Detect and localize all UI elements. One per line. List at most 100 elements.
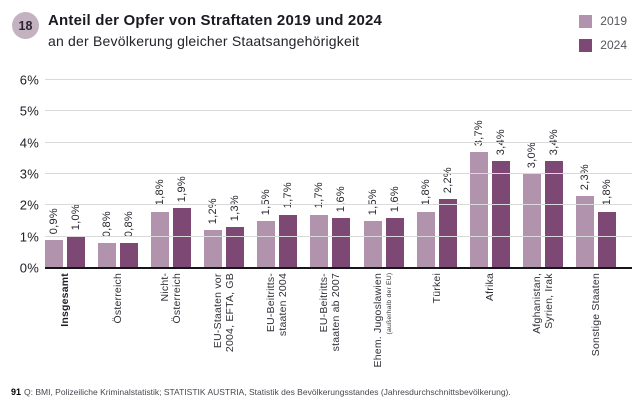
category-label: Afghanistan, Syrien, Irak <box>530 273 555 334</box>
gridline <box>45 235 632 237</box>
y-axis-tick-label: 0% <box>19 260 39 276</box>
legend-label: 2024 <box>600 38 627 52</box>
legend-swatch <box>579 38 593 52</box>
gridline <box>45 141 632 143</box>
gridline <box>45 110 632 112</box>
bar-column: 3,4% <box>491 80 510 268</box>
category-cell: Afghanistan, Syrien, Irak <box>523 273 563 381</box>
legend-swatch <box>579 14 593 28</box>
bar-chart-plot-area: 0,9% 1,0% 0,8% 0,8% 1,8% 1,9% 1,2% 1,3% 1,5% 1,7%… <box>20 73 632 276</box>
category-cell: EU-Beitritts- staaten ab 2007 <box>310 273 350 381</box>
bar-2024 <box>279 214 298 268</box>
bar-value-label: 1,2% <box>207 198 220 225</box>
source-text: Q: BMI, Polizeiliche Kriminalstatistik; … <box>24 387 511 397</box>
bar-2024 <box>332 217 351 268</box>
bar-column: 1,5% <box>363 80 382 268</box>
header: 18 Anteil der Opfer von Straftaten 2019 … <box>12 12 627 52</box>
legend-item: 2019 <box>579 14 627 28</box>
bar-2024 <box>120 242 139 268</box>
bar-value-label: 1,5% <box>366 188 379 215</box>
bar-group: 0,9% 1,0% <box>45 80 85 268</box>
footer-source-line: 91 Q: BMI, Polizeiliche Kriminalstatistik… <box>11 387 627 397</box>
bar-group: 2,3% 1,8% <box>575 80 616 268</box>
bar-column: 1,9% <box>173 80 192 268</box>
category-label: Österreich <box>112 273 125 324</box>
y-axis-tick-label: 6% <box>19 72 39 88</box>
bar-2019 <box>98 242 117 268</box>
category-label: EU-Staaten vor 2004, EFTA, GB <box>212 273 237 353</box>
bars-row: 0,9% 1,0% 0,8% 0,8% 1,8% 1,9% 1,2% 1,3% 1,5% 1,7%… <box>45 80 616 268</box>
category-cell: Insgesamt <box>45 273 85 381</box>
bar-group: 0,8% 0,8% <box>98 80 139 268</box>
bar-column: 1,8% <box>416 80 435 268</box>
bar-2024 <box>597 211 616 268</box>
bar-column: 3,4% <box>544 80 563 268</box>
category-label: Ehem. Jugoslawien (außerhalb der EU) <box>371 273 393 368</box>
category-label: Afrika <box>483 273 496 302</box>
bar-column: 2,2% <box>438 80 457 268</box>
title-block: Anteil der Opfer von Straftaten 2019 und… <box>48 12 382 49</box>
bar-2019 <box>469 152 488 268</box>
bar-column: 0,8% <box>120 80 139 268</box>
gridline <box>45 204 632 206</box>
legend-label: 2019 <box>600 14 627 28</box>
bar-value-label: 1,9% <box>176 176 189 203</box>
bar-column: 0,8% <box>98 80 117 268</box>
bar-column: 1,6% <box>385 80 404 268</box>
bar-2024 <box>385 217 404 268</box>
bar-2024 <box>173 208 192 268</box>
bar-value-label: 3,0% <box>525 141 538 168</box>
bar-2024 <box>226 227 245 268</box>
bar-2019 <box>45 239 63 268</box>
category-cell: Sonstige Staaten <box>576 273 616 381</box>
bar-group: 1,8% 2,2% <box>416 80 457 268</box>
bar-2019 <box>416 211 435 268</box>
bar-2024 <box>67 236 85 268</box>
bar-value-label: 0,8% <box>101 210 114 237</box>
bar-value-label: 0,9% <box>48 207 60 234</box>
y-axis-tick-label: 5% <box>19 103 39 119</box>
bar-column: 0,9% <box>45 80 63 268</box>
bar-value-label: 1,6% <box>335 185 348 212</box>
category-cell: Afrika <box>470 273 510 381</box>
figure-number-badge: 18 <box>12 12 39 39</box>
bar-2024 <box>491 161 510 268</box>
bar-2019 <box>363 221 382 268</box>
bar-column: 3,7% <box>469 80 488 268</box>
bar-2024 <box>544 161 563 268</box>
category-label: Türkei <box>430 273 443 304</box>
bar-value-label: 1,8% <box>154 179 167 206</box>
bar-column: 1,8% <box>597 80 616 268</box>
bar-value-label: 0,8% <box>123 210 136 237</box>
y-axis-tick-label: 4% <box>19 135 39 151</box>
bar-2019 <box>522 174 541 268</box>
category-label: Nicht- Österreich <box>159 273 184 324</box>
bar-group: 1,5% 1,7% <box>257 80 298 268</box>
chart-subtitle: an der Bevölkerung gleicher Staatsangehö… <box>48 33 360 49</box>
bar-2019 <box>151 211 170 268</box>
bar-column: 3,0% <box>522 80 541 268</box>
category-cell: Ehem. Jugoslawien (außerhalb der EU) <box>364 273 404 381</box>
y-axis-tick-label: 1% <box>19 229 39 245</box>
bar-value-label: 2,3% <box>578 163 591 190</box>
bar-group: 1,8% 1,9% <box>151 80 192 268</box>
category-cell: Nicht- Österreich <box>151 273 191 381</box>
bar-2019 <box>575 195 594 268</box>
bar-column: 1,6% <box>332 80 351 268</box>
gridline <box>45 79 632 80</box>
bar-column: 1,0% <box>67 80 85 268</box>
category-note: (außerhalb der EU) <box>385 273 393 335</box>
bar-column: 1,5% <box>257 80 276 268</box>
bar-group: 1,2% 1,3% <box>204 80 245 268</box>
bar-value-label: 1,6% <box>388 185 401 212</box>
category-cell: EU-Staaten vor 2004, EFTA, GB <box>204 273 244 381</box>
category-cell: Österreich <box>98 273 138 381</box>
bar-group: 3,0% 3,4% <box>522 80 563 268</box>
bar-column: 1,8% <box>151 80 170 268</box>
bar-group: 3,7%3,4% <box>469 80 510 268</box>
category-label: Insgesamt <box>59 273 71 327</box>
category-label: Sonstige Staaten <box>589 273 602 357</box>
bar-column: 1,2% <box>204 80 223 268</box>
y-axis-tick-label: 2% <box>19 197 39 213</box>
